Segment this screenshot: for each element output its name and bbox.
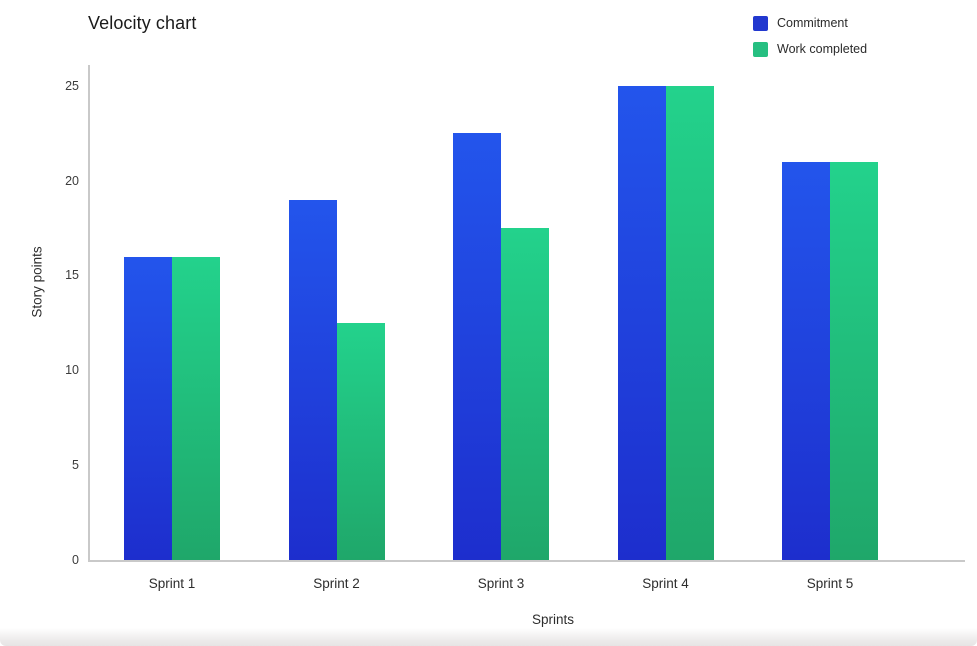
y-axis-title: Story points — [29, 246, 45, 318]
bar-work-completed-sprint-3[interactable] — [501, 228, 549, 560]
bar-work-completed-sprint-5[interactable] — [830, 161, 878, 560]
chart-title: Velocity chart — [88, 13, 197, 33]
legend-label-commitment: Commitment — [777, 16, 848, 30]
x-axis-title: Sprints — [531, 612, 575, 627]
plot-area: 0 5 10 15 20 25 Sprint 1 Sprint 2 Sprint 3 Sprint… — [65, 65, 965, 591]
legend: Commitment Work completed — [753, 15, 867, 67]
bar-group-sprint-5 — [782, 161, 878, 560]
bar-commitment-sprint-5[interactable] — [782, 161, 830, 560]
bar-work-completed-sprint-4[interactable] — [665, 85, 714, 560]
work-completed-swatch-icon — [753, 41, 768, 57]
legend-label-work-completed: Work completed — [777, 42, 868, 56]
bar-group-sprint-1 — [124, 256, 220, 560]
x-tick-sprint-1: Sprint 1 — [148, 576, 196, 591]
bar-group-sprint-4 — [617, 85, 714, 560]
bar-commitment-sprint-4[interactable] — [617, 85, 666, 560]
x-tick-sprint-3: Sprint 3 — [477, 576, 525, 591]
bar-commitment-sprint-2[interactable] — [288, 199, 337, 560]
x-tick-sprint-2: Sprint 2 — [313, 576, 360, 591]
bar-commitment-sprint-3[interactable] — [453, 133, 501, 560]
y-tick-5: 5 — [72, 458, 79, 473]
y-tick-20: 20 — [65, 173, 79, 188]
legend-item-commitment[interactable]: Commitment — [753, 15, 867, 31]
commitment-swatch-icon — [753, 15, 768, 31]
bar-group-sprint-3 — [453, 133, 549, 560]
y-tick-25: 25 — [65, 78, 79, 93]
bar-work-completed-sprint-1[interactable] — [172, 256, 220, 560]
legend-item-work-completed[interactable]: Work completed — [753, 41, 867, 57]
y-tick-0: 0 — [72, 553, 79, 567]
y-tick-10: 10 — [65, 363, 79, 378]
window-bottom-edge — [0, 628, 977, 646]
bar-group-sprint-2 — [288, 199, 385, 560]
y-tick-15: 15 — [65, 268, 79, 283]
x-tick-sprint-5: Sprint 5 — [806, 576, 854, 591]
bar-work-completed-sprint-2[interactable] — [336, 322, 385, 560]
bar-commitment-sprint-1[interactable] — [124, 256, 172, 560]
x-tick-sprint-4: Sprint 4 — [642, 576, 689, 591]
